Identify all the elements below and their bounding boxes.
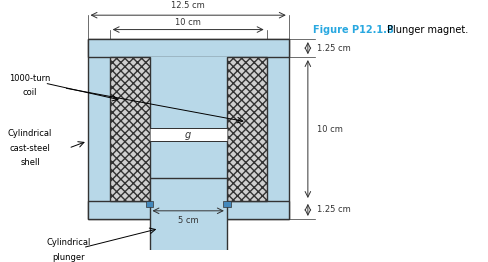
- Text: 1.25 cm: 1.25 cm: [317, 205, 350, 214]
- Bar: [149, 57, 226, 201]
- Text: 1000-turn: 1000-turn: [9, 74, 51, 83]
- Bar: [87, 201, 288, 219]
- Text: 5 cm: 5 cm: [178, 216, 198, 225]
- Text: 10 cm: 10 cm: [317, 124, 343, 134]
- Bar: [149, 178, 226, 262]
- Text: Figure P12.1.8: Figure P12.1.8: [312, 25, 393, 35]
- Text: 12.5 cm: 12.5 cm: [171, 1, 204, 10]
- Text: Plunger magnet.: Plunger magnet.: [386, 25, 467, 35]
- Text: shell: shell: [20, 158, 40, 167]
- Text: Cylindrical: Cylindrical: [8, 129, 52, 138]
- Bar: [226, 57, 266, 201]
- Bar: [87, 39, 288, 57]
- Text: 1.25 cm: 1.25 cm: [317, 44, 350, 53]
- Bar: [223, 201, 230, 207]
- Text: coil: coil: [23, 88, 37, 97]
- Text: g: g: [184, 130, 191, 140]
- Text: Cylindrical: Cylindrical: [46, 238, 90, 247]
- Bar: [109, 57, 149, 201]
- Text: cast-steel: cast-steel: [10, 144, 50, 153]
- Text: plunger: plunger: [52, 253, 84, 262]
- Text: 10 cm: 10 cm: [175, 18, 201, 27]
- Bar: [149, 128, 226, 141]
- Bar: [87, 39, 288, 219]
- Bar: [145, 201, 153, 207]
